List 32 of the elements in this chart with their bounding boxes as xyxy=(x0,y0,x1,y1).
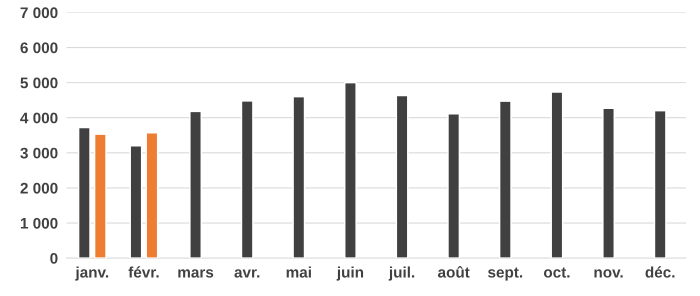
bar xyxy=(396,94,408,258)
bar xyxy=(344,82,357,258)
bar xyxy=(654,110,667,258)
bar xyxy=(146,132,158,258)
y-tick-label: 0 xyxy=(50,252,58,264)
x-tick-label: août xyxy=(438,266,470,278)
bar xyxy=(602,108,615,258)
x-tick-label: janv. xyxy=(75,266,108,281)
bar xyxy=(498,100,512,258)
bar xyxy=(292,96,306,258)
x-tick-label: déc. xyxy=(646,266,674,278)
x-tick-label: sept. xyxy=(488,268,522,281)
bar xyxy=(447,113,460,258)
bar xyxy=(189,110,202,258)
bar xyxy=(94,134,107,258)
x-tick-label: juil. xyxy=(388,266,414,281)
x-tick-label: oct. xyxy=(544,268,570,278)
x-tick-label: avr. xyxy=(234,269,260,278)
y-tick-label: 5 000 xyxy=(20,77,58,88)
y-tick-label: 7 000 xyxy=(20,7,58,18)
x-tick-label: mai xyxy=(286,266,311,278)
y-tick-label: 6 000 xyxy=(20,42,58,54)
bar xyxy=(240,100,254,258)
y-tick-label: 3 000 xyxy=(20,148,58,159)
y-tick-label: 4 000 xyxy=(20,112,58,124)
y-tick-label: 2 000 xyxy=(20,182,58,194)
x-tick-label: nov. xyxy=(594,269,623,278)
bar xyxy=(550,91,564,258)
x-tick-label: mars xyxy=(178,269,214,278)
x-tick-label: juin xyxy=(336,266,364,281)
x-tick-label: févr. xyxy=(128,266,159,278)
y-tick-label: 1 000 xyxy=(20,218,58,229)
